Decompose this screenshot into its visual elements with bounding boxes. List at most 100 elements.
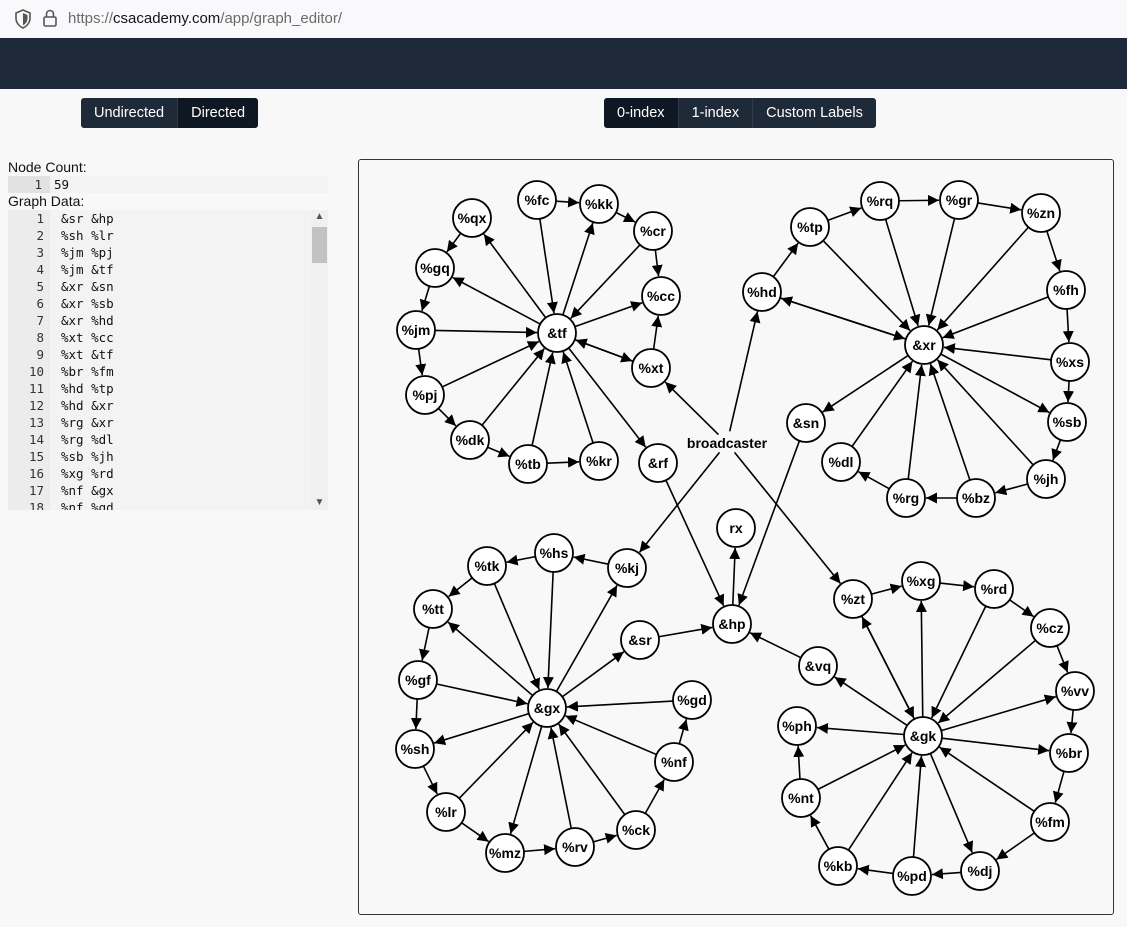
graph-node-amp-sr[interactable]: &sr	[620, 620, 660, 660]
shield-icon[interactable]	[14, 9, 32, 29]
graph-node-pct-cz[interactable]: %cz	[1030, 608, 1070, 648]
graph-node-pct-cc[interactable]: %cc	[641, 276, 681, 316]
edge-pct-kk-to-pct-cr[interactable]	[615, 211, 636, 223]
edge-pct-cz-to-amp-gk[interactable]	[937, 639, 1037, 724]
graph-data-line[interactable]: 2 %sh %lr	[8, 227, 328, 244]
graph-node-pct-tp[interactable]: %tp	[790, 207, 830, 247]
node-circle[interactable]	[672, 680, 712, 720]
zero-index-button[interactable]: 0-index	[604, 98, 679, 128]
node-circle[interactable]	[892, 856, 932, 896]
node-circle[interactable]	[413, 589, 453, 629]
edge-pct-jh-to-pct-bz[interactable]	[995, 483, 1028, 496]
undirected-button[interactable]: Undirected	[81, 98, 179, 128]
node-circle[interactable]	[904, 325, 944, 365]
graph-data-line[interactable]: 12 %hd &xr	[8, 397, 328, 414]
edge-pct-xt-to-pct-cc[interactable]	[651, 315, 663, 350]
graph-node-pct-kk[interactable]: %kk	[579, 184, 619, 224]
node-circle[interactable]	[631, 348, 671, 388]
node-circle[interactable]	[467, 546, 507, 586]
edge-pct-sb-to-pct-jh[interactable]	[1051, 439, 1062, 461]
edge-pct-fh-to-pct-xs[interactable]	[1062, 308, 1074, 343]
graph-node-pct-zn[interactable]: %zn	[1021, 193, 1061, 233]
graph-node-pct-dk[interactable]: %dk	[450, 420, 490, 460]
node-circle[interactable]	[1026, 459, 1066, 499]
node-circle[interactable]	[1047, 402, 1087, 442]
node-circle[interactable]	[777, 706, 817, 746]
node-circle[interactable]	[534, 533, 574, 573]
graph-node-pct-ck[interactable]: %ck	[616, 810, 656, 850]
edge-amp-xr-to-pct-hd[interactable]	[780, 296, 907, 340]
edge-amp-gk-to-pct-br[interactable]	[941, 737, 1050, 755]
graph-node-pct-fm[interactable]: %fm	[1030, 802, 1070, 842]
line-text[interactable]: %hd %tp	[61, 381, 114, 396]
edge-pct-jh-to-amp-xr[interactable]	[936, 359, 1034, 466]
edge-amp-gk-to-pct-dj[interactable]	[929, 753, 974, 853]
custom-labels-button[interactable]: Custom Labels	[753, 98, 876, 128]
line-text[interactable]: %jm %pj	[61, 245, 114, 260]
edge-pct-lr-to-amp-gx[interactable]	[458, 721, 534, 799]
node-circle[interactable]	[537, 313, 577, 353]
graph-node-pct-bz[interactable]: %bz	[956, 478, 996, 518]
edge-pct-kr-to-amp-tf[interactable]	[561, 351, 594, 444]
graph-node-amp-hp[interactable]: &hp	[712, 604, 752, 644]
node-circle[interactable]	[633, 211, 673, 251]
line-text[interactable]: &sr &hp	[61, 211, 114, 226]
node-circle[interactable]	[1046, 270, 1086, 310]
node-circle[interactable]	[555, 827, 595, 867]
graph-node-pct-hd[interactable]: %hd	[742, 272, 782, 312]
edge-pct-fm-to-amp-gk[interactable]	[939, 746, 1035, 813]
node-circle[interactable]	[939, 180, 979, 220]
graph-data-line[interactable]: 3 %jm %pj	[8, 244, 328, 261]
node-circle[interactable]	[901, 561, 941, 601]
edge-pct-hd-to-pct-tp[interactable]	[772, 242, 799, 278]
graph-node-pct-rq[interactable]: %rq	[860, 181, 900, 221]
edge-pct-sh-to-pct-lr[interactable]	[422, 765, 438, 795]
node-circle[interactable]	[398, 660, 438, 700]
graph-node-pct-gf[interactable]: %gf	[398, 660, 438, 700]
edge-pct-rg-to-amp-xr[interactable]	[907, 364, 926, 480]
line-text[interactable]: %xt %cc	[61, 330, 114, 345]
graph-node-pct-xs[interactable]: %xs	[1050, 342, 1090, 382]
edge-pct-fc-to-amp-tf[interactable]	[539, 218, 558, 314]
edge-amp-tf-to-pct-qx[interactable]	[483, 233, 547, 319]
node-circle[interactable]	[527, 688, 567, 728]
graph-node-pct-dj[interactable]: %dj	[960, 851, 1000, 891]
edge-amp-gk-to-pct-ph[interactable]	[816, 722, 905, 736]
node-circle[interactable]	[485, 833, 525, 873]
line-text[interactable]: %nf %gd	[61, 500, 114, 510]
edge-broadcaster-to-pct-kj[interactable]	[638, 451, 721, 553]
graph-data-line[interactable]: 15 %sb %jh	[8, 448, 328, 465]
graph-node-pct-sh[interactable]: %sh	[395, 729, 435, 769]
node-circle[interactable]	[508, 444, 548, 484]
edge-pct-tt-to-pct-gf[interactable]	[419, 627, 430, 661]
node-circle[interactable]	[903, 716, 943, 756]
node-circle[interactable]	[426, 792, 466, 832]
node-circle[interactable]	[742, 272, 782, 312]
edge-amp-hp-to-rx[interactable]	[729, 547, 741, 606]
edge-amp-tf-to-amp-rf[interactable]	[568, 347, 647, 448]
graph-data-line[interactable]: 8 %xt %cc	[8, 329, 328, 346]
url-text[interactable]: https://csacademy.com/app/graph_editor/	[68, 10, 342, 27]
graph-node-pct-kj[interactable]: %kj	[607, 548, 647, 588]
node-count-input[interactable]: 1 59	[8, 176, 328, 193]
node-circle[interactable]	[1030, 608, 1070, 648]
edge-pct-zn-to-amp-xr[interactable]	[936, 226, 1029, 331]
node-circle[interactable]	[1050, 342, 1090, 382]
graph-node-pct-gd[interactable]: %gd	[672, 680, 712, 720]
edge-pct-pd-to-amp-gk[interactable]	[912, 755, 927, 858]
edge-amp-xr-to-pct-sb[interactable]	[940, 353, 1050, 414]
edge-pct-cr-to-amp-tf[interactable]	[570, 244, 641, 319]
graph-data-line[interactable]: 13 %rg &xr	[8, 414, 328, 431]
edge-amp-tf-to-pct-xt[interactable]	[574, 338, 633, 363]
graph-node-pct-nf[interactable]: %nf	[654, 742, 694, 782]
node-circle[interactable]	[405, 375, 445, 415]
edge-pct-rq-to-amp-xr[interactable]	[884, 218, 921, 327]
edge-pct-fc-to-pct-kk[interactable]	[555, 196, 580, 208]
line-text[interactable]: %rg &xr	[61, 415, 114, 430]
edge-pct-pj-to-amp-tf[interactable]	[441, 340, 540, 388]
edge-pct-xg-to-pct-rd[interactable]	[939, 580, 975, 592]
edge-pct-tp-to-amp-xr[interactable]	[822, 240, 911, 332]
edge-pct-ck-to-amp-gx[interactable]	[558, 723, 626, 816]
graph-drawing[interactable]: broadcaster rx&tf %qx %fc %kk %cr %cc %xt %gq %jm…	[359, 160, 1113, 914]
edge-pct-cz-to-pct-vv[interactable]	[1056, 645, 1069, 673]
